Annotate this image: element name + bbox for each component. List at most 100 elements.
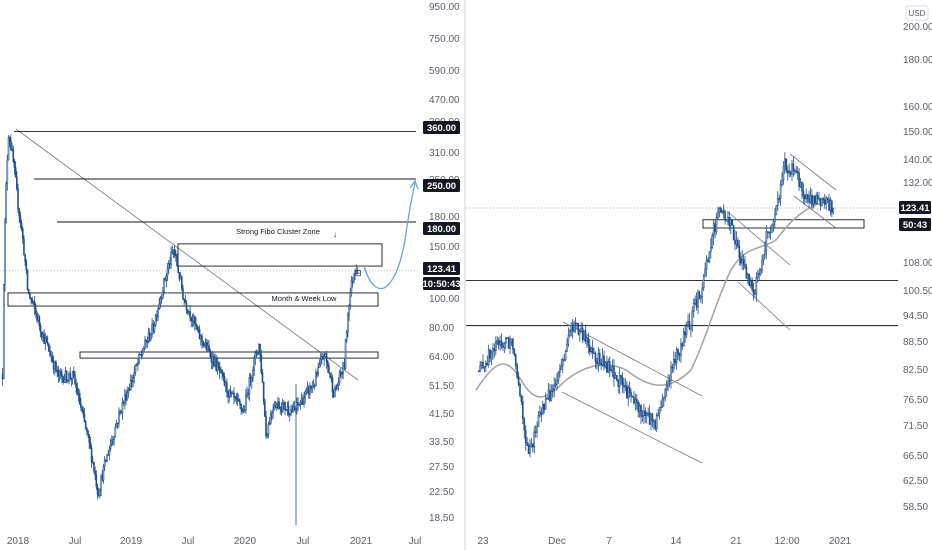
right-candle-body: [741, 259, 743, 264]
left-candle-body: [121, 402, 124, 414]
right-y-tick-label: 94.50: [903, 311, 928, 322]
right-candle-body: [674, 359, 677, 363]
right-candle-body: [541, 403, 544, 415]
left-candle-body: [137, 362, 139, 365]
left-candle-body: [11, 148, 13, 151]
left-candle-body: [237, 398, 240, 402]
left-candle-body: [293, 406, 296, 411]
right-candle-body: [819, 198, 822, 207]
right-candles: [477, 152, 835, 458]
right-chart-panel[interactable]: 200.00 180.00 160.00 150.00 140.00 132.00 108.…: [466, 0, 932, 550]
right-candle-body: [634, 398, 637, 404]
right-candle-body: [485, 362, 487, 368]
left-candle-body: [99, 489, 101, 496]
right-candle-body: [479, 365, 481, 372]
right-x-tick-label: 23: [477, 536, 489, 547]
left-candle-body: [71, 370, 74, 380]
left-candle-body: [115, 423, 118, 428]
left-candle-body: [17, 188, 19, 210]
left-candle-body: [305, 388, 308, 393]
right-candle-body: [731, 219, 733, 226]
right-candle-body: [811, 194, 813, 206]
left-candle-body: [87, 430, 89, 435]
left-candle-body: [96, 486, 99, 495]
right-candle-body: [744, 263, 746, 268]
left-x-tick-label: 2019: [120, 536, 143, 547]
right-candle-body: [650, 413, 652, 425]
left-candle-body: [133, 372, 136, 378]
left-candle-body: [246, 392, 248, 396]
left-candle-body: [42, 333, 44, 338]
right-candle-body: [788, 171, 790, 174]
left-candle-body: [68, 373, 70, 381]
right-candle-body: [499, 340, 501, 345]
left-candle-body: [101, 475, 104, 481]
right-candle-body: [795, 171, 798, 173]
right-candle-body: [653, 420, 655, 423]
right-channel-line: [793, 195, 837, 229]
left-candle-body: [309, 385, 311, 395]
left-candle-body: [103, 459, 106, 467]
right-candle-body: [606, 362, 608, 373]
left-candle-body: [344, 339, 347, 369]
left-candle-body: [178, 272, 181, 280]
left-candle-body: [49, 350, 51, 357]
right-candle-body: [641, 415, 644, 417]
left-candle-body: [313, 385, 316, 387]
right-candle-body: [757, 273, 759, 278]
right-channel-line: [789, 153, 837, 191]
left-y-tick-label: 180.00: [429, 212, 460, 223]
left-price-label-box: [423, 262, 460, 275]
left-candle-body: [184, 299, 187, 304]
right-candle-body: [781, 179, 783, 185]
right-candle-body: [628, 387, 631, 393]
left-candle-body: [139, 353, 142, 356]
right-candle-body: [784, 158, 786, 168]
left-candle-body: [81, 407, 83, 411]
left-candle-body: [303, 397, 305, 405]
left-price-labels: 360.00 250.00 180.00 123.41 10:50:43: [422, 121, 461, 290]
left-candle-body: [126, 392, 128, 401]
right-y-tick-label: 58.50: [903, 502, 928, 513]
panel-divider[interactable]: [464, 0, 466, 550]
left-candle-body: [334, 387, 336, 398]
right-candle-body: [647, 412, 649, 415]
left-candle-body: [58, 371, 61, 377]
left-candle-body: [171, 251, 174, 254]
left-candle-body: [89, 442, 92, 448]
left-candle-body: [176, 255, 178, 266]
left-candle-body: [7, 137, 10, 161]
right-candle-body: [673, 359, 675, 369]
left-candle-body: [356, 270, 359, 273]
left-candle-body: [280, 407, 283, 412]
left-candle-body: [109, 443, 112, 450]
right-candle-body: [489, 349, 491, 359]
annotation-fibo-cluster: Strong Fibo Cluster Zone: [236, 227, 320, 236]
left-x-tick-label: Jul: [182, 536, 195, 547]
left-chart-panel[interactable]: 950.00750.00590.00470.00390.00310.00250.…: [0, 0, 464, 550]
right-candle-body: [688, 321, 691, 330]
projection-curve: [363, 182, 416, 290]
left-candle-body: [213, 355, 215, 366]
left-candle-body: [196, 325, 199, 331]
right-candle-body: [785, 158, 788, 171]
left-candle-body: [86, 427, 88, 432]
left-candle-body: [202, 341, 204, 347]
right-candle-body: [623, 384, 625, 388]
annotation-month-week-low: Month & Week Low: [272, 294, 337, 303]
left-candle-body: [339, 371, 342, 375]
left-y-tick-label: 64.00: [429, 352, 454, 363]
left-candle-body: [163, 278, 165, 293]
right-candle-body: [598, 353, 601, 364]
left-candle-body: [302, 397, 304, 405]
right-candle-body: [729, 219, 732, 226]
left-x-tick-label: Jul: [297, 536, 310, 547]
left-candle-body: [76, 387, 79, 396]
left-candle-body: [14, 167, 17, 178]
right-candle-body: [510, 338, 513, 343]
left-candle-body: [13, 161, 16, 168]
left-candle-body: [217, 362, 220, 368]
left-candle-body: [165, 275, 168, 281]
right-x-tick-label: 12:00: [774, 536, 799, 547]
left-candle-body: [292, 406, 295, 413]
